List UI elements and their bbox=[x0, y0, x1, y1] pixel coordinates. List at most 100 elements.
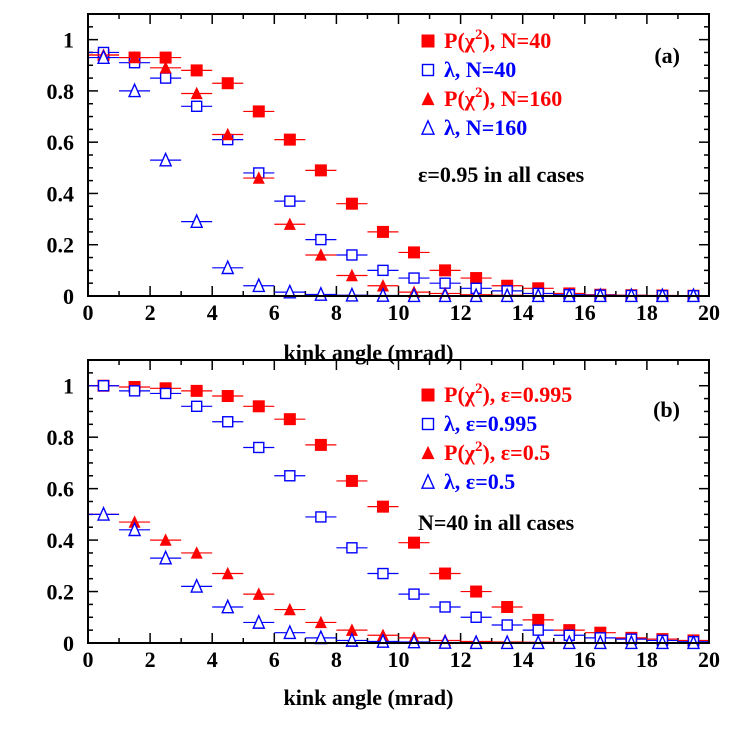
x-tick-label: 18 bbox=[636, 300, 658, 325]
data-point bbox=[190, 86, 203, 100]
data-point bbox=[96, 49, 111, 64]
series-2 bbox=[88, 46, 709, 302]
data-point bbox=[345, 197, 358, 210]
data-point bbox=[283, 413, 296, 426]
data-point bbox=[376, 279, 389, 292]
data-point bbox=[407, 633, 421, 649]
data-point bbox=[190, 213, 204, 229]
y-tick-label: 0.4 bbox=[47, 528, 75, 553]
data-point bbox=[376, 225, 389, 238]
x-tick-label: 4 bbox=[207, 300, 218, 325]
data-point bbox=[470, 272, 483, 285]
data-point bbox=[190, 400, 203, 413]
series-4 bbox=[88, 49, 709, 303]
panel-b: 0 2 4 6 8 10 12 14 16 18 20 0 0.2 0.4 0.6 0.8 1 P(χ2), ε=… bbox=[47, 359, 720, 710]
data-point bbox=[345, 623, 358, 636]
data-point bbox=[470, 611, 482, 623]
data-point bbox=[501, 600, 514, 613]
data-point bbox=[97, 380, 110, 392]
data-point bbox=[221, 566, 234, 580]
data-point bbox=[377, 567, 389, 580]
data-point bbox=[190, 100, 203, 112]
x-tick-label: 8 bbox=[331, 647, 342, 672]
data-point bbox=[314, 438, 327, 451]
data-point bbox=[283, 133, 296, 146]
legend-marker bbox=[420, 473, 436, 489]
data-point bbox=[376, 633, 390, 648]
data-point bbox=[315, 233, 327, 246]
x-tick-label: 16 bbox=[574, 300, 596, 325]
data-point bbox=[252, 105, 265, 118]
x-tick-label: 2 bbox=[145, 300, 156, 325]
data-point bbox=[314, 248, 327, 261]
legend-entry: P(χ2), N=160 bbox=[444, 85, 562, 111]
x-tick-label: 20 bbox=[698, 647, 720, 672]
series-4 bbox=[88, 505, 709, 650]
data-point bbox=[221, 77, 234, 90]
data-point bbox=[314, 286, 328, 301]
data-point bbox=[283, 624, 297, 640]
x-tick-label: 6 bbox=[269, 300, 280, 325]
data-point bbox=[345, 268, 358, 282]
y-tick-label: 0 bbox=[63, 284, 74, 309]
data-point bbox=[221, 390, 234, 403]
data-point bbox=[252, 587, 265, 600]
data-point bbox=[408, 536, 421, 549]
series-1 bbox=[88, 379, 709, 647]
plot-frame bbox=[87, 13, 710, 297]
data-point bbox=[222, 416, 234, 428]
data-point bbox=[532, 613, 545, 626]
x-tick-label: 20 bbox=[698, 300, 720, 325]
y-tick-label: 1 bbox=[63, 374, 74, 399]
legend-marker bbox=[421, 388, 435, 402]
y-tick-label: 0 bbox=[63, 631, 74, 656]
data-point bbox=[128, 50, 141, 64]
plot-frame bbox=[87, 359, 710, 644]
x-tick-label: 10 bbox=[388, 300, 410, 325]
data-point bbox=[159, 151, 173, 167]
x-tick-label: 8 bbox=[331, 300, 342, 325]
x-tick-label: 0 bbox=[83, 647, 94, 672]
data-point bbox=[439, 277, 451, 289]
data-point bbox=[253, 441, 265, 454]
x-tick-label: 0 bbox=[83, 300, 94, 325]
data-point bbox=[283, 217, 296, 230]
legend-entry: λ, ε=0.5 bbox=[444, 469, 515, 494]
x-tick-label: 12 bbox=[450, 300, 472, 325]
legend-marker bbox=[420, 119, 436, 135]
data-point bbox=[439, 567, 452, 580]
data-point bbox=[408, 246, 421, 259]
y-tick-label: 0.6 bbox=[47, 130, 75, 155]
data-point bbox=[252, 171, 265, 184]
legend-marker bbox=[421, 417, 435, 431]
x-tick-label: 4 bbox=[207, 647, 218, 672]
y-tick-label: 0.4 bbox=[47, 181, 75, 206]
data-point bbox=[127, 521, 142, 537]
x-tick-label: 2 bbox=[145, 647, 156, 672]
y-tick-label: 1 bbox=[63, 28, 74, 53]
data-point bbox=[439, 601, 451, 613]
legend-entry: λ, N=40 bbox=[444, 57, 516, 82]
data-point bbox=[221, 259, 235, 275]
legend-marker bbox=[421, 63, 435, 77]
data-point bbox=[96, 505, 111, 521]
data-point bbox=[221, 598, 235, 614]
series-3 bbox=[88, 48, 709, 302]
data-point bbox=[408, 272, 420, 284]
x-tick-label: 10 bbox=[388, 647, 410, 672]
data-point bbox=[501, 619, 513, 631]
data-point bbox=[127, 82, 142, 98]
data-point bbox=[190, 577, 204, 593]
data-point bbox=[159, 72, 172, 84]
x-tick-label: 12 bbox=[450, 647, 472, 672]
y-tick-label: 0.6 bbox=[47, 477, 75, 502]
y-tick-label: 0.8 bbox=[47, 79, 75, 104]
data-point bbox=[252, 277, 266, 293]
data-point bbox=[438, 634, 452, 649]
data-point bbox=[376, 500, 389, 513]
legend-marker bbox=[421, 91, 435, 106]
data-point bbox=[190, 546, 203, 559]
data-point bbox=[159, 549, 173, 565]
y-tick-label: 0.2 bbox=[47, 580, 75, 605]
